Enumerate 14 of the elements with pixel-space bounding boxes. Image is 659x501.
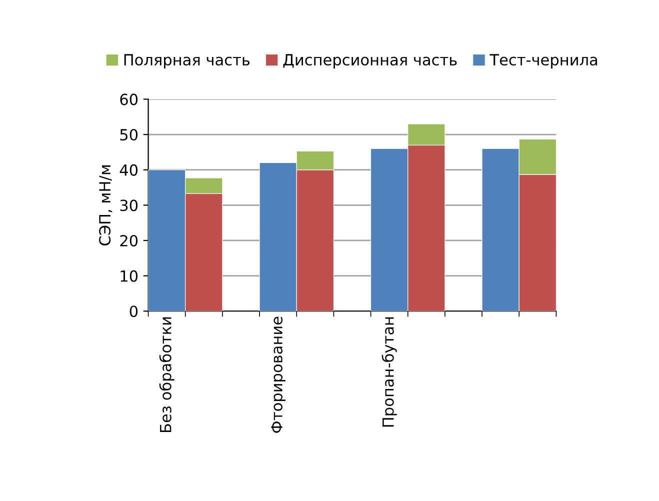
legend-label: Полярная часть bbox=[124, 54, 250, 68]
y-tick-label: 10 bbox=[120, 270, 138, 282]
x-tick-label: Без обработки bbox=[159, 317, 174, 432]
x-tick-label: Фторирование bbox=[271, 316, 286, 433]
y-tick-label: 50 bbox=[120, 128, 138, 141]
legend-label: Дисперсионная часть bbox=[283, 54, 457, 68]
y-axis-title: СЭП, мН/м bbox=[99, 165, 112, 246]
y-tick-label: 40 bbox=[120, 164, 138, 176]
y-tick-label: 0 bbox=[130, 306, 138, 318]
legend-label: Тест-чернила bbox=[490, 54, 598, 68]
x-tick-label: Пропан-бутан bbox=[382, 317, 397, 427]
y-tick-label: 30 bbox=[120, 200, 138, 212]
y-tick-label: 60 bbox=[120, 94, 138, 106]
y-tick-label: 20 bbox=[120, 234, 138, 246]
